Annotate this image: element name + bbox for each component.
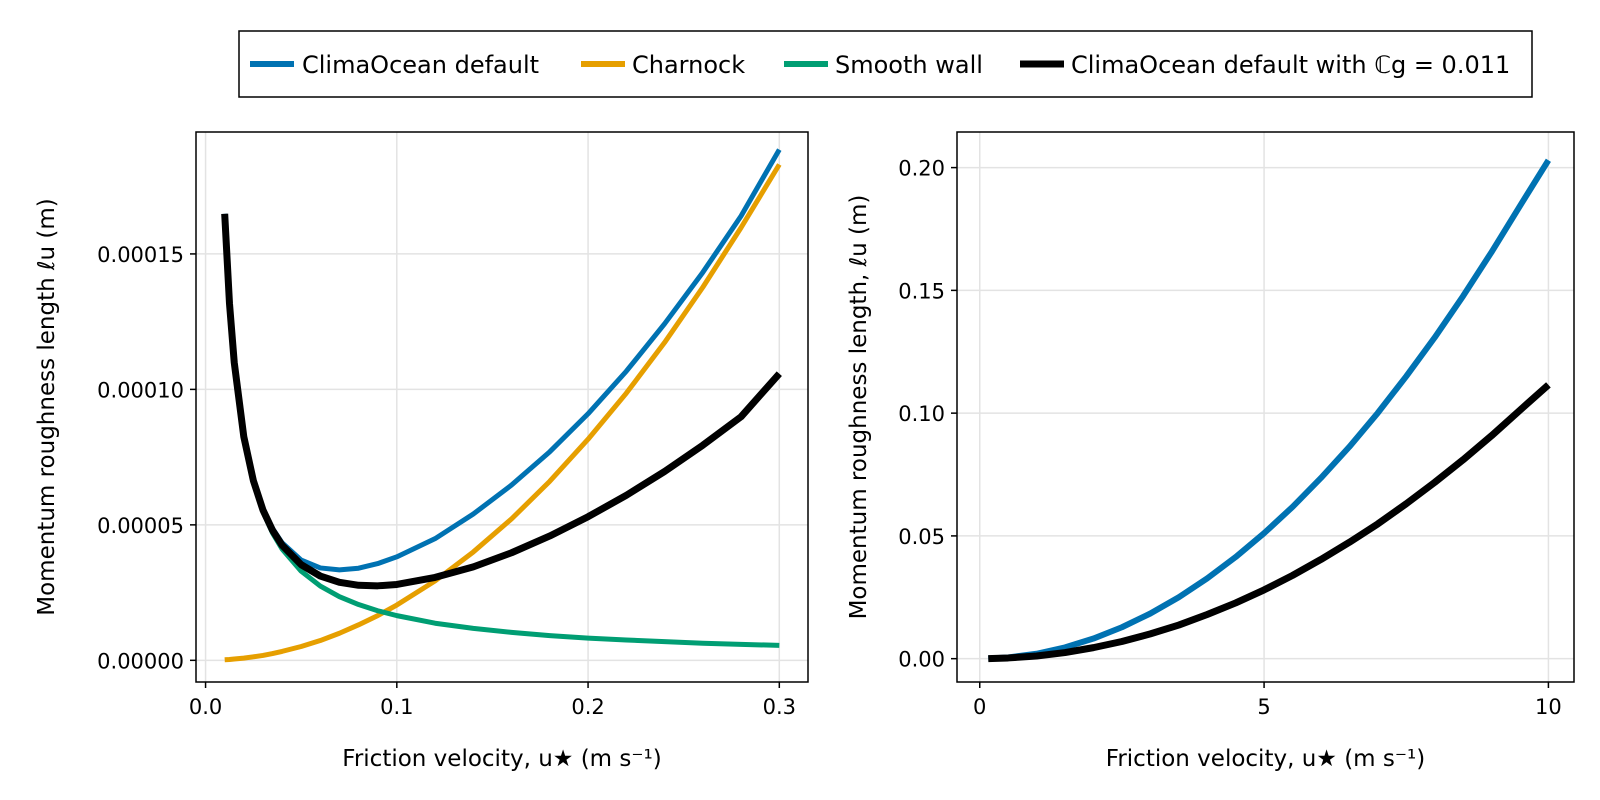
left-xtick-label: 0.2 [571, 695, 604, 719]
legend-label-climaocean-default-cg: ClimaOcean default with ℂg = 0.011 [1071, 51, 1510, 79]
left-ytick-label: 0.00015 [97, 243, 184, 267]
left-xtick-label: 0.0 [189, 695, 222, 719]
right-ytick-label: 0.15 [898, 279, 945, 303]
left-series-group [221, 148, 782, 663]
legend-label-charnock: Charnock [632, 51, 745, 79]
left-ytick-label: 0.00000 [97, 649, 184, 673]
right-xtick-label: 5 [1257, 695, 1270, 719]
right-x-axis-label: Friction velocity, u★ (m s⁻¹) [1106, 746, 1425, 772]
right-series-group [988, 158, 1551, 663]
left-panel: 0.0 0.1 0.2 0.3 0.00000 0.00005 0.00010 0.00015… [34, 131, 809, 772]
right-panel: 0 5 10 0.00 0.05 0.10 0.15 0.20 Friction velocit… [846, 131, 1575, 772]
right-ytick-label: 0.00 [898, 648, 945, 672]
left-series-climaocean-default [222, 148, 782, 573]
legend-box [238, 30, 1533, 98]
right-xtick-label: 0 [973, 695, 986, 719]
right-ytick-label: 0.20 [898, 157, 945, 181]
left-xtick-label: 0.1 [380, 695, 413, 719]
left-series-charnock [224, 163, 782, 663]
left-series-climaocean-default-with-g-0-011 [221, 213, 782, 590]
legend-label-smooth-wall: Smooth wall [835, 51, 983, 79]
right-series-climaocean-default-with-g-0-011 [988, 382, 1551, 663]
right-ytick-label: 0.10 [898, 402, 945, 426]
left-ytick-label: 0.00005 [97, 514, 184, 538]
legend-label-climaocean-default: ClimaOcean default [302, 51, 539, 79]
legend: ClimaOcean default Charnock Smooth wall … [238, 30, 1533, 98]
left-ytick-label: 0.00010 [97, 378, 184, 402]
right-y-axis-label: Momentum roughness length, ℓu (m) [846, 195, 872, 620]
right-xtick-label: 10 [1535, 695, 1562, 719]
right-series-climaocean-default [988, 158, 1551, 662]
left-x-axis-label: Friction velocity, u★ (m s⁻¹) [342, 746, 661, 772]
right-ytick-label: 0.05 [898, 525, 945, 549]
left-xtick-label: 0.3 [763, 695, 796, 719]
left-axes-frame [195, 131, 809, 683]
right-axes-frame [956, 131, 1575, 683]
left-y-axis-label: Momentum roughness length ℓu (m) [34, 198, 60, 616]
